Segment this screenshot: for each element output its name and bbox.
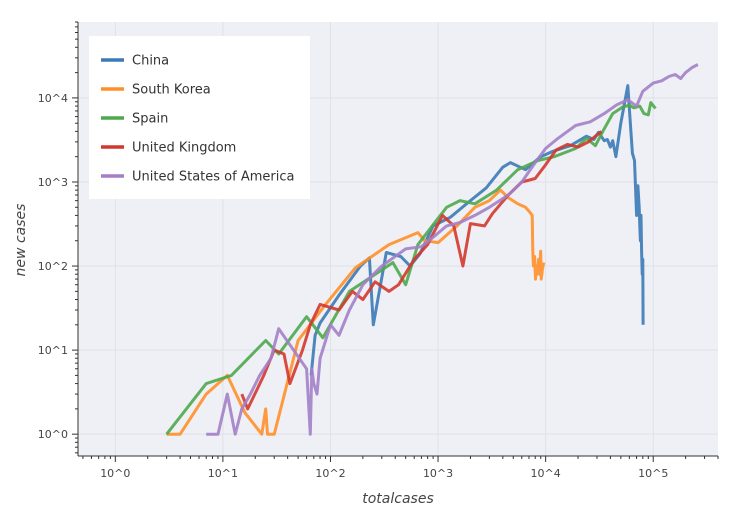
y-tick-label: 10^2 [38, 260, 68, 273]
series-line-spain [165, 101, 657, 436]
axes [72, 21, 719, 462]
series-line-china [309, 84, 645, 376]
series-lines [165, 63, 699, 436]
series-line-united-states-of-america [206, 63, 699, 436]
y-axis-title: new cases [13, 204, 29, 277]
x-tick-labels: 10^0 10^1 10^2 10^3 10^4 10^5 [100, 467, 668, 480]
y-tick-label: 10^3 [38, 176, 68, 189]
y-tick-labels: 10^0 10^1 10^2 10^3 10^4 [38, 92, 68, 441]
legend-label-south-korea: South Korea [132, 83, 211, 98]
x-tick-label: 10^4 [531, 467, 561, 480]
x-tick-label: 10^2 [315, 467, 345, 480]
legend-label-china: China [132, 54, 169, 69]
x-tick-label: 10^5 [638, 467, 668, 480]
legend-box [89, 36, 310, 199]
x-tick-label: 10^0 [100, 467, 130, 480]
x-tick-label: 10^1 [208, 467, 238, 480]
y-tick-label: 10^0 [38, 428, 68, 441]
x-axis-title: totalcases [362, 491, 434, 507]
legend-label-united-kingdom: United Kingdom [132, 141, 236, 156]
series-line-united-kingdom [240, 130, 603, 411]
legend-label-spain: Spain [132, 112, 168, 127]
series-line-south-korea [166, 188, 546, 436]
grid [78, 22, 718, 456]
legend-label-united-states-of-america: United States of America [132, 170, 294, 185]
y-tick-label: 10^4 [38, 92, 68, 105]
x-tick-label: 10^3 [423, 467, 453, 480]
legend: China South Korea Spain United Kingdom Unite… [89, 36, 310, 199]
y-tick-label: 10^1 [38, 344, 68, 357]
